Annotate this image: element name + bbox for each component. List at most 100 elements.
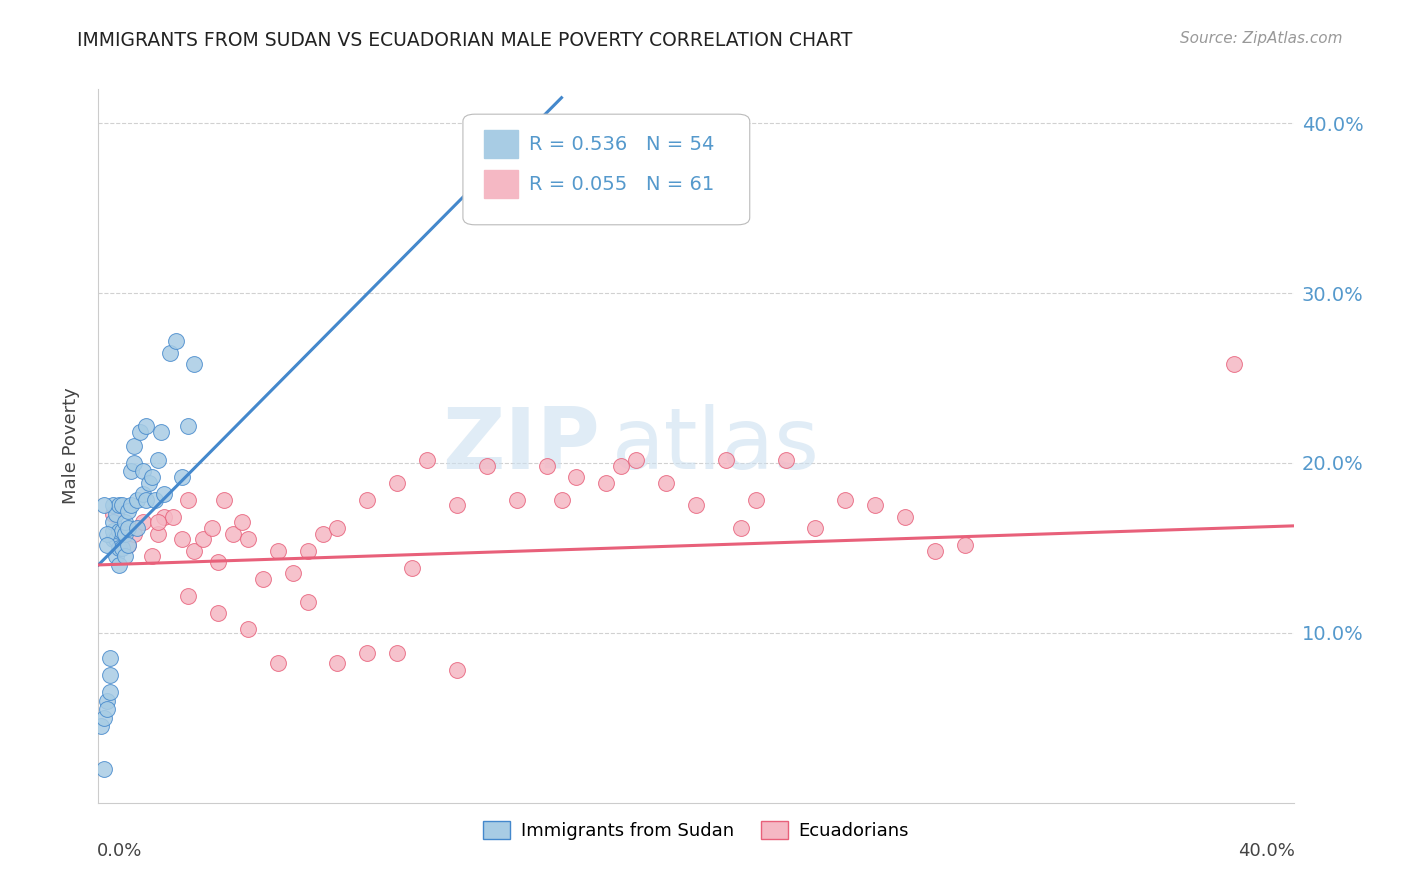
Point [565,469,588,483]
Point [111,541,134,555]
Point [231,516,253,530]
Point [93,762,115,776]
Point [385,476,409,491]
Text: 40.0%: 40.0% [1237,842,1295,860]
Point [105,549,128,564]
Point [159,345,181,359]
Y-axis label: Male Poverty: Male Poverty [62,388,80,504]
Point [108,499,131,513]
Point [865,499,887,513]
Point [506,493,529,508]
Point [124,527,146,541]
Point [127,520,149,534]
Point [745,493,768,508]
Point [311,527,333,541]
Point [120,499,142,513]
Point [953,537,976,551]
Point [105,507,128,521]
Point [356,493,378,508]
Point [114,549,136,564]
Text: Source: ZipAtlas.com: Source: ZipAtlas.com [1180,31,1343,46]
Point [90,719,112,733]
Point [103,533,125,547]
Point [124,439,146,453]
Point [96,537,118,551]
Bar [485,169,517,198]
Point [103,516,125,530]
Point [236,533,259,547]
Point [103,524,125,538]
Text: ZIP: ZIP [443,404,600,488]
Point [162,510,184,524]
Bar [485,130,517,159]
Point [135,493,157,508]
Point [117,537,139,551]
Point [326,520,349,534]
Point [267,657,290,671]
Point [297,595,319,609]
Legend: Immigrants from Sudan, Ecuadorians: Immigrants from Sudan, Ecuadorians [475,814,917,847]
Text: IMMIGRANTS FROM SUDAN VS ECUADORIAN MALE POVERTY CORRELATION CHART: IMMIGRANTS FROM SUDAN VS ECUADORIAN MALE… [77,31,852,50]
Point [610,459,633,474]
Point [550,493,572,508]
Point [655,476,678,491]
Point [148,452,170,467]
Point [446,663,468,677]
Point [201,520,224,534]
Point [252,572,274,586]
Point [117,503,139,517]
Point [267,544,290,558]
Point [685,499,707,513]
Point [446,499,468,513]
Point [172,533,194,547]
Point [183,358,205,372]
Point [924,544,946,558]
Point [153,510,176,524]
FancyBboxPatch shape [463,114,749,225]
Point [103,499,125,513]
Point [138,476,160,491]
Point [595,476,617,491]
Point [111,524,134,538]
Point [401,561,423,575]
Point [135,418,157,433]
Point [385,646,409,660]
Point [177,418,200,433]
Point [111,533,134,547]
Point [132,465,155,479]
Point [98,651,122,665]
Point [132,516,155,530]
Point [1223,358,1246,372]
Point [183,544,205,558]
Point [165,334,187,348]
Text: R = 0.536   N = 54: R = 0.536 N = 54 [529,135,714,153]
Point [172,469,194,483]
Text: R = 0.055   N = 61: R = 0.055 N = 61 [529,175,714,194]
Point [326,657,349,671]
Point [177,589,200,603]
Point [124,456,146,470]
Point [98,685,122,699]
Point [207,555,229,569]
Point [93,711,115,725]
Point [141,469,163,483]
Point [207,606,229,620]
Point [153,486,176,500]
Point [416,452,439,467]
Text: atlas: atlas [613,404,820,488]
Point [150,425,173,440]
Point [775,452,797,467]
Point [894,510,917,524]
Point [148,516,170,530]
Point [108,524,131,538]
Point [730,520,752,534]
Point [114,527,136,541]
Point [96,527,118,541]
Point [222,527,245,541]
Point [714,452,737,467]
Point [93,499,115,513]
Point [108,558,131,572]
Text: 0.0%: 0.0% [97,842,142,860]
Point [297,544,319,558]
Point [117,520,139,534]
